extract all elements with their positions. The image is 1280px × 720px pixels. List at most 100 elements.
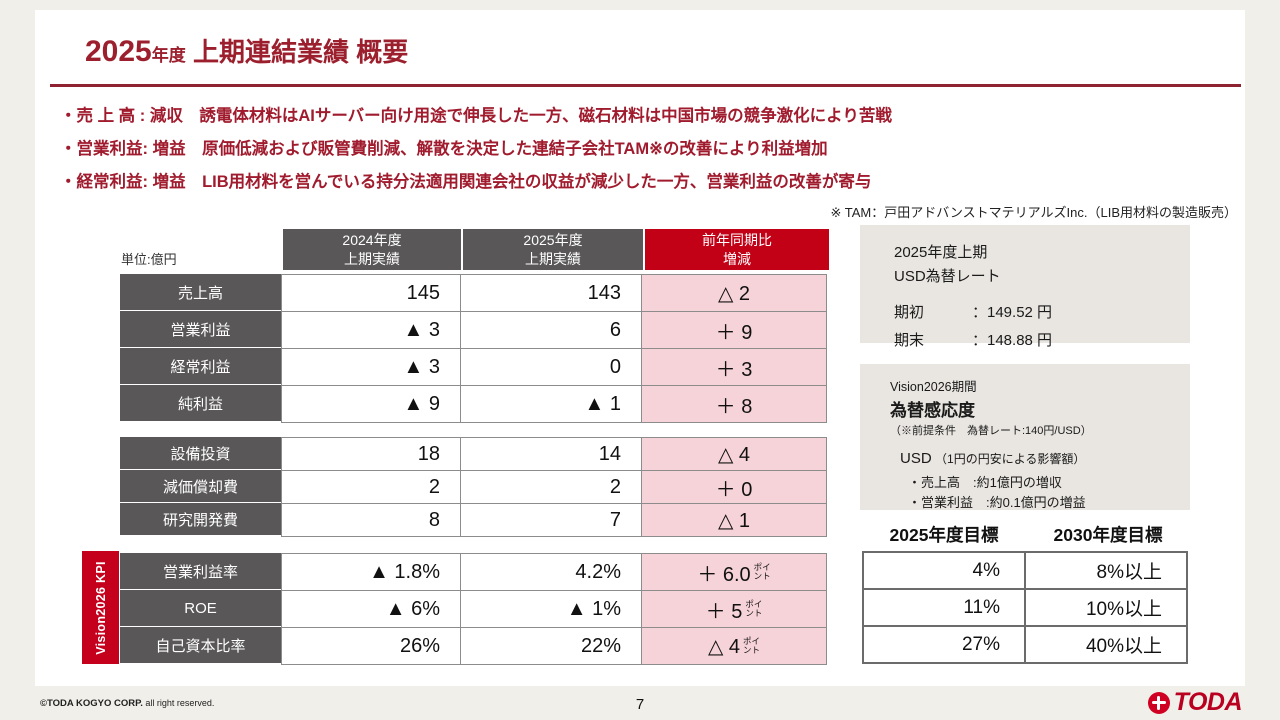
copyright-text: ©TODA KOGYO CORP. all right reserved. — [40, 698, 215, 709]
target-row-equity-ratio: 27% 40%以上 — [862, 625, 1188, 664]
usd-rate-box: 2025年度上期 USD為替レート 期初 ：149.52 円 期末 ：148.8… — [860, 225, 1190, 349]
page-title: 2025 年度 上期連結業績 概要 — [85, 32, 408, 69]
unit-label: 単位:億円 — [121, 252, 177, 267]
toda-logo: TODA — [1147, 688, 1243, 717]
sensitivity-usd-line: USD （1円の円安による影響額） — [890, 450, 1190, 467]
title-year: 2025 — [85, 35, 152, 68]
value-2025: ▲ 1% — [460, 590, 642, 628]
value-diff: ＋ 8 — [641, 385, 827, 423]
sensitivity-item-sales: ・売上高 :約1億円の増収 — [908, 475, 1062, 490]
sensitivity-assumption: （※前提条件 為替レート:140円/USD） — [890, 425, 1092, 437]
value-2025: 6 — [460, 311, 642, 349]
value-2025: 22% — [460, 627, 642, 665]
target-2030-cell: 10%以上 — [1024, 588, 1188, 627]
fx-rate-opening: 期初 ：149.52 円 — [894, 304, 1053, 321]
value-diff: ＋ 0 — [641, 470, 827, 504]
table-row: 営業利益 ▲ 3 6 ＋ 9 — [120, 311, 829, 349]
title-nendo: 年度 — [151, 46, 186, 65]
target-header-2025: 2025年度目標 — [889, 525, 999, 545]
column-header-2025: 2025年度 上期実績 — [461, 229, 643, 270]
usd-label: USD — [900, 450, 932, 467]
target-row-roe: 11% 10%以上 — [862, 588, 1188, 627]
target-2025-cell: 4% — [862, 551, 1026, 590]
sensitivity-item-profit: ・営業利益 :約0.1億円の増益 — [908, 495, 1086, 510]
row-label: 営業利益率 — [120, 553, 281, 589]
value-diff: △ 2 — [641, 274, 827, 312]
usd-rate-box-title: USD為替レート — [894, 268, 1001, 285]
value-2024: ▲ 3 — [281, 348, 461, 386]
points-suffix: ポイント — [745, 599, 763, 618]
row-label: 営業利益 — [120, 311, 281, 347]
sensitivity-title: 為替感応度 — [890, 401, 975, 420]
value-2024: ▲ 3 — [281, 311, 461, 349]
value-2024: 26% — [281, 627, 461, 665]
row-label: 自己資本比率 — [120, 627, 281, 663]
bullet-revenue: ・売 上 高 : 減収 誘電体材料はAIサーバー向け用途で伸長した一方、磁石材料… — [60, 107, 892, 125]
vision2026-kpi-label: Vision2026 KPI — [82, 551, 119, 664]
row-label: ROE — [120, 590, 281, 626]
table-row: 純利益 ▲ 9 ▲ 1 ＋ 8 — [120, 385, 829, 423]
page-number: 7 — [635, 696, 645, 713]
bullet-operating-profit: ・営業利益: 増益 原価低減および販管費削減、解散を決定した連結子会社TAM※の… — [60, 140, 828, 158]
slide-content: 2025 年度 上期連結業績 概要 ・売 上 高 : 減収 誘電体材料はAIサー… — [35, 10, 1245, 686]
targets-headers: 2025年度目標 2030年度目標 — [862, 522, 1190, 547]
table-row: 設備投資 18 14 △ 4 — [120, 437, 829, 471]
target-2025-cell: 11% — [862, 588, 1026, 627]
row-label: 売上高 — [120, 274, 281, 310]
results-table-header: 単位:億円 2024年度 上期実績 2025年度 上期実績 前年同期比 増減 — [120, 229, 829, 270]
toda-logo-mark-icon — [1147, 691, 1170, 714]
points-suffix: ポイント — [753, 562, 771, 581]
row-label: 研究開発費 — [120, 503, 281, 535]
row-label: 純利益 — [120, 385, 281, 421]
target-2025-cell: 27% — [862, 625, 1026, 664]
value-diff: ＋ 6.0 ポイント — [641, 553, 827, 591]
value-2024: 8 — [281, 503, 461, 537]
target-2030-cell: 8%以上 — [1024, 551, 1188, 590]
table-row: 営業利益率 ▲ 1.8% 4.2% ＋ 6.0 ポイント — [120, 553, 829, 591]
value-diff: △ 4 ポイント — [641, 627, 827, 665]
value-2024: 18 — [281, 437, 461, 471]
toda-logo-text: TODA — [1173, 688, 1243, 716]
value-2025: 14 — [460, 437, 642, 471]
results-group-kpi: 営業利益率 ▲ 1.8% 4.2% ＋ 6.0 ポイント ROE ▲ 6% ▲ … — [120, 553, 829, 665]
value-2025: ▲ 1 — [460, 385, 642, 423]
table-row: 減価償却費 2 2 ＋ 0 — [120, 470, 829, 504]
target-header-2030: 2030年度目標 — [1053, 525, 1163, 545]
row-label: 減価償却費 — [120, 470, 281, 502]
target-row-operating-margin: 4% 8%以上 — [862, 551, 1188, 590]
targets-table: 4% 8%以上 11% 10%以上 27% 40%以上 — [862, 551, 1188, 664]
value-2024: 2 — [281, 470, 461, 504]
results-group-investment: 設備投資 18 14 △ 4 減価償却費 2 2 ＋ 0 研究開発費 8 7 △… — [120, 437, 829, 537]
value-2024: 145 — [281, 274, 461, 312]
title-underline — [50, 84, 1241, 87]
value-2025: 143 — [460, 274, 642, 312]
value-diff: ＋ 9 — [641, 311, 827, 349]
table-row: 自己資本比率 26% 22% △ 4 ポイント — [120, 627, 829, 665]
value-2025: 2 — [460, 470, 642, 504]
summary-bullets: ・売 上 高 : 減収 誘電体材料はAIサーバー向け用途で伸長した一方、磁石材料… — [60, 102, 1230, 201]
sensitivity-items: ・売上高 :約1億円の増収 ・営業利益 :約0.1億円の増益 — [890, 473, 1190, 513]
results-group-pl: 売上高 145 143 △ 2 営業利益 ▲ 3 6 ＋ 9 経常利益 ▲ 3 … — [120, 274, 829, 423]
value-2024: ▲ 9 — [281, 385, 461, 423]
value-2025: 4.2% — [460, 553, 642, 591]
row-label: 設備投資 — [120, 437, 281, 469]
table-row: 経常利益 ▲ 3 0 ＋ 3 — [120, 348, 829, 386]
results-table: 単位:億円 2024年度 上期実績 2025年度 上期実績 前年同期比 増減 売… — [120, 229, 829, 665]
fx-rate-closing: 期末 ：148.88 円 — [894, 332, 1053, 349]
row-label: 経常利益 — [120, 348, 281, 384]
column-header-2024: 2024年度 上期実績 — [281, 229, 461, 270]
value-diff: △ 4 — [641, 437, 827, 471]
value-diff: △ 1 — [641, 503, 827, 537]
points-suffix: ポイント — [743, 636, 761, 655]
value-2024: ▲ 1.8% — [281, 553, 461, 591]
value-2025: 0 — [460, 348, 642, 386]
table-row: 売上高 145 143 △ 2 — [120, 274, 829, 312]
target-2030-cell: 40%以上 — [1024, 625, 1188, 664]
usd-note: （1円の円安による影響額） — [935, 452, 1086, 466]
fx-sensitivity-box: Vision2026期間 為替感応度 （※前提条件 為替レート:140円/USD… — [860, 364, 1190, 510]
value-2025: 7 — [460, 503, 642, 537]
footnote-tam: ※ TAM：戸田アドバンストマテリアルズInc.（LIB用材料の製造販売） — [830, 205, 1237, 220]
bullet-ordinary-profit: ・経常利益: 増益 LIB用材料を営んでいる持分法適用関連会社の収益が減少した一… — [60, 173, 872, 191]
usd-rate-box-period: 2025年度上期 — [894, 244, 988, 261]
